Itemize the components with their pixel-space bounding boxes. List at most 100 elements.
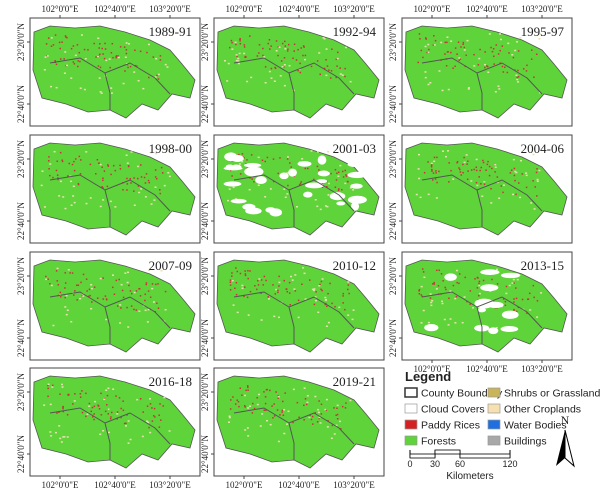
paddy-patch xyxy=(486,65,488,67)
lat-label: 22°40'0"N xyxy=(200,85,210,123)
crop-patch xyxy=(116,413,119,415)
paddy-patch xyxy=(303,404,305,407)
paddy-patch xyxy=(234,403,237,405)
crop-patch xyxy=(235,59,238,62)
paddy-patch xyxy=(241,153,244,155)
crop-patch xyxy=(64,51,67,53)
region xyxy=(216,25,380,119)
paddy-patch xyxy=(299,71,302,74)
crop-patch xyxy=(247,407,250,409)
lon-label: 103°20'0"E xyxy=(521,364,563,374)
panel-label: 2007-09 xyxy=(149,258,192,273)
paddy-patch xyxy=(139,397,142,400)
crop-patch xyxy=(447,324,450,326)
paddy-patch xyxy=(119,46,122,48)
paddy-patch xyxy=(60,295,62,298)
crop-patch xyxy=(325,74,328,77)
paddy-patch xyxy=(134,64,137,67)
paddy-patch xyxy=(263,275,266,278)
paddy-patch xyxy=(55,270,58,272)
crop-patch xyxy=(443,318,446,321)
paddy-patch xyxy=(47,384,49,387)
paddy-patch xyxy=(283,57,286,59)
crop-patch xyxy=(293,288,296,290)
crop-patch xyxy=(429,81,432,84)
paddy-patch xyxy=(262,47,264,50)
paddy-patch xyxy=(102,298,104,300)
paddy-patch xyxy=(438,170,440,173)
crop-patch xyxy=(312,289,315,292)
scale-unit: Kilometers xyxy=(446,471,493,482)
paddy-patch xyxy=(102,277,104,279)
paddy-patch xyxy=(277,46,280,48)
paddy-patch xyxy=(151,283,154,285)
cloud-patch xyxy=(501,310,519,319)
paddy-patch xyxy=(55,63,58,66)
paddy-patch xyxy=(292,57,294,60)
cloud-patch xyxy=(245,207,262,215)
paddy-patch xyxy=(320,288,322,291)
paddy-patch xyxy=(60,58,62,60)
paddy-patch xyxy=(326,305,328,308)
paddy-patch xyxy=(77,183,80,186)
paddy-patch xyxy=(448,297,450,300)
crop-patch xyxy=(508,284,511,287)
crop-patch xyxy=(327,182,330,185)
crop-patch xyxy=(136,398,139,401)
lat-label: 23°20'0"N xyxy=(200,257,210,295)
paddy-patch xyxy=(304,398,307,400)
crop-patch xyxy=(130,151,133,153)
paddy-patch xyxy=(346,288,349,291)
paddy-patch xyxy=(484,51,486,53)
lat-label: 23°20'0"N xyxy=(388,140,398,178)
paddy-patch xyxy=(47,37,50,39)
paddy-patch xyxy=(64,35,67,37)
crop-patch xyxy=(417,153,420,156)
crop-patch xyxy=(449,290,452,292)
paddy-patch xyxy=(153,407,156,410)
paddy-patch xyxy=(342,292,345,295)
paddy-patch xyxy=(320,280,323,283)
paddy-patch xyxy=(494,171,496,173)
paddy-patch xyxy=(442,279,444,282)
paddy-patch xyxy=(73,160,75,163)
paddy-patch xyxy=(71,163,74,166)
paddy-patch xyxy=(279,157,281,159)
legend-swatch xyxy=(404,419,418,430)
crop-patch xyxy=(352,309,355,311)
crop-patch xyxy=(519,159,522,162)
paddy-patch xyxy=(159,59,162,61)
paddy-patch xyxy=(293,50,295,52)
lon-label: 102°0'0"E xyxy=(226,480,263,490)
paddy-patch xyxy=(264,160,266,163)
crop-patch xyxy=(41,170,44,172)
crop-patch xyxy=(316,150,319,153)
crop-patch xyxy=(267,298,270,300)
paddy-patch xyxy=(304,54,307,57)
paddy-patch xyxy=(253,407,256,410)
paddy-patch xyxy=(429,297,432,299)
paddy-patch xyxy=(344,407,347,409)
lon-label: 103°20'0"E xyxy=(333,4,375,14)
crop-patch xyxy=(452,178,455,180)
paddy-patch xyxy=(335,179,338,181)
crop-patch xyxy=(499,38,502,41)
paddy-patch xyxy=(434,178,437,180)
crop-patch xyxy=(473,65,476,67)
paddy-patch xyxy=(237,401,240,403)
crop-patch xyxy=(108,58,111,60)
paddy-patch xyxy=(236,270,239,273)
crop-patch xyxy=(277,395,280,398)
paddy-patch xyxy=(422,56,424,59)
paddy-patch xyxy=(344,308,346,311)
paddy-patch xyxy=(462,171,464,174)
paddy-patch xyxy=(139,164,142,166)
paddy-patch xyxy=(417,61,419,64)
paddy-patch xyxy=(277,172,279,175)
paddy-patch xyxy=(320,413,323,415)
paddy-patch xyxy=(458,273,461,275)
lat-label: 23°20'0"N xyxy=(388,23,398,61)
crop-patch xyxy=(141,435,144,438)
paddy-patch xyxy=(491,167,493,170)
crop-patch xyxy=(144,196,147,198)
